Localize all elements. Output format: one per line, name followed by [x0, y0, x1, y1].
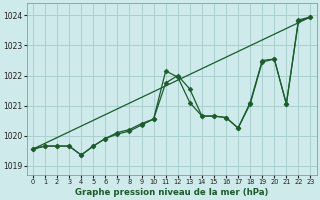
- X-axis label: Graphe pression niveau de la mer (hPa): Graphe pression niveau de la mer (hPa): [75, 188, 268, 197]
